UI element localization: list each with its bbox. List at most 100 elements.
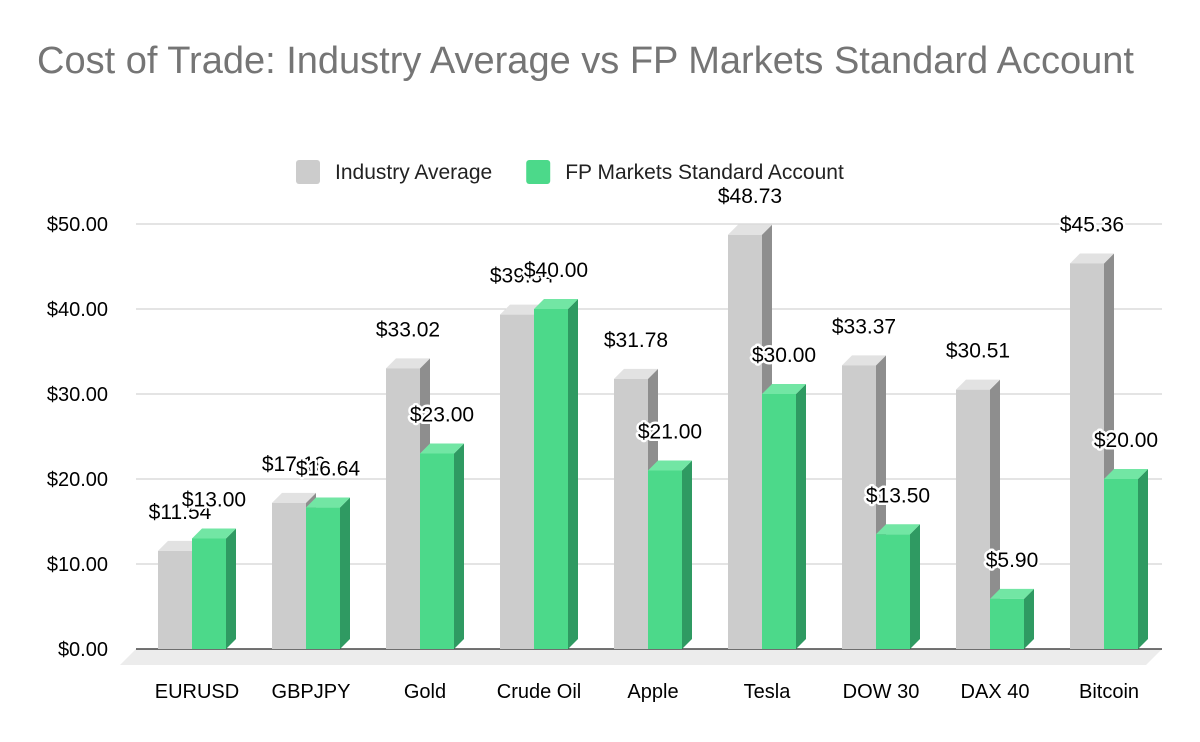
data-label-industry-average-gbpjpy: $17.19 xyxy=(262,453,326,476)
x-category-gbpjpy: GBPJPY xyxy=(272,681,351,703)
bar-top xyxy=(956,379,1000,390)
bar-top xyxy=(386,358,430,369)
bars xyxy=(158,224,1148,650)
x-axis-categories: EURUSD GBPJPY Gold Crude Oil Apple Tesla DOW 3… xyxy=(155,681,1139,703)
x-category-apple: Apple xyxy=(627,681,678,703)
bar-top xyxy=(648,460,692,471)
bar-top xyxy=(842,355,886,366)
bar-top xyxy=(534,299,578,309)
bar-top xyxy=(420,443,464,454)
data-labels: $11.54$13.00 $17.19$16.64 $33.02 $23.00 $39.… xyxy=(146,182,1160,574)
y-tick-label: $40.00 xyxy=(47,299,108,321)
legend: Industry Average FP Markets Standard Acco… xyxy=(296,160,844,184)
bar-top xyxy=(614,368,658,379)
bar-side xyxy=(1024,588,1034,649)
bar-industry-average-gold xyxy=(386,358,430,649)
legend-label: FP Markets Standard Account xyxy=(565,161,844,184)
bar-side xyxy=(682,460,692,649)
bar-front xyxy=(500,314,534,649)
y-axis-ticks: $0.00 $10.00 $20.00 $30.00 $40.00 $50.00 xyxy=(47,214,108,661)
bar-front xyxy=(272,502,306,649)
data-label-industry-average-tesla: $48.73 xyxy=(718,185,782,208)
data-label-industry-average-gold: $33.02 xyxy=(376,318,440,341)
data-label-fp-markets-standard-account-tesla: $30.00 xyxy=(752,344,816,367)
legend-swatch xyxy=(526,160,551,184)
bar-side xyxy=(568,299,578,649)
bar-front xyxy=(534,309,568,649)
legend-item-fp-markets-standard-account: FP Markets Standard Account xyxy=(526,160,844,184)
data-label-industry-average-crude-oil: $39.34 xyxy=(490,265,555,288)
bar-side xyxy=(910,524,920,649)
bar-top xyxy=(762,384,806,394)
bar-top xyxy=(1104,469,1148,479)
bar-fp-markets-standard-account-tesla xyxy=(762,384,806,649)
bar-front xyxy=(1070,263,1104,649)
x-category-eurusd: EURUSD xyxy=(155,681,239,703)
y-tick-label: $30.00 xyxy=(47,384,108,406)
legend-label: Industry Average xyxy=(335,161,492,184)
x-category-dax-40: DAX 40 xyxy=(961,681,1030,703)
data-label-industry-average-dow-30: $33.37 xyxy=(832,315,896,338)
bar-front xyxy=(876,534,910,649)
bar-front xyxy=(842,365,876,649)
data-label-fp-markets-standard-account-dow-30: $13.50 xyxy=(866,484,930,507)
bar-side xyxy=(340,497,350,649)
bar-front xyxy=(728,234,762,650)
bar-fp-markets-standard-account-apple xyxy=(648,460,692,649)
bar-industry-average-dax-40 xyxy=(956,379,1000,649)
bar-fp-markets-standard-account-dax-40 xyxy=(990,588,1034,649)
data-label-fp-markets-standard-account-apple: $21.00 xyxy=(638,421,702,444)
bar-side xyxy=(796,384,806,649)
data-label-industry-average-eurusd: $11.54 xyxy=(149,501,212,524)
bar-front xyxy=(990,598,1024,649)
bar-front xyxy=(762,394,796,649)
bar-front xyxy=(956,389,990,649)
bar-fp-markets-standard-account-gbpjpy xyxy=(306,497,350,649)
data-label-fp-markets-standard-account-gbpjpy: $16.64 xyxy=(296,458,361,481)
data-label-industry-average-dax-40: $30.51 xyxy=(946,340,1010,363)
bar-side xyxy=(226,528,236,649)
bar-top xyxy=(1070,253,1114,264)
data-label-industry-average-apple: $31.78 xyxy=(604,329,668,352)
bar-top xyxy=(990,588,1034,599)
bar-front xyxy=(420,453,454,649)
y-tick-label: $0.00 xyxy=(58,639,108,661)
bar-front xyxy=(192,538,226,649)
legend-item-industry-average: Industry Average xyxy=(296,160,492,184)
bar-top xyxy=(500,304,544,315)
bar-front xyxy=(648,470,682,649)
bar-top xyxy=(158,540,202,551)
x-category-dow-30: DOW 30 xyxy=(843,681,920,703)
x-category-crude-oil: Crude Oil xyxy=(497,681,581,703)
bar-top xyxy=(272,492,316,503)
data-label-fp-markets-standard-account-crude-oil: $40.00 xyxy=(524,259,588,282)
bar-top xyxy=(728,224,772,235)
bar-fp-markets-standard-account-dow-30 xyxy=(876,524,920,649)
chart-title: Cost of Trade: Industry Average vs FP Ma… xyxy=(37,40,1134,82)
bar-front xyxy=(158,550,192,649)
data-label-fp-markets-standard-account-dax-40: $5.90 xyxy=(986,549,1039,572)
legend-swatch xyxy=(296,160,320,184)
bar-top xyxy=(306,497,350,508)
x-category-bitcoin: Bitcoin xyxy=(1079,681,1139,703)
y-tick-label: $10.00 xyxy=(47,554,108,576)
bar-front xyxy=(1104,479,1138,649)
chart-floor xyxy=(120,649,1162,665)
bar-fp-markets-standard-account-gold xyxy=(420,443,464,649)
bar-front xyxy=(306,507,340,649)
y-tick-label: $20.00 xyxy=(47,469,108,491)
data-label-fp-markets-standard-account-bitcoin: $20.00 xyxy=(1094,429,1158,452)
x-category-gold: Gold xyxy=(404,681,446,703)
data-label-fp-markets-standard-account-gold: $23.00 xyxy=(410,404,474,427)
bar-side xyxy=(990,379,1000,649)
bar-top xyxy=(876,524,920,535)
bar-fp-markets-standard-account-eurusd xyxy=(192,528,236,649)
x-category-tesla: Tesla xyxy=(744,681,792,703)
y-tick-label: $50.00 xyxy=(47,214,108,236)
bar-front xyxy=(386,368,420,649)
bar-fp-markets-standard-account-crude-oil xyxy=(534,299,578,649)
floor-plane xyxy=(120,649,1162,665)
data-label-industry-average-bitcoin: $45.36 xyxy=(1060,213,1124,236)
bar-fp-markets-standard-account-bitcoin xyxy=(1104,469,1148,649)
